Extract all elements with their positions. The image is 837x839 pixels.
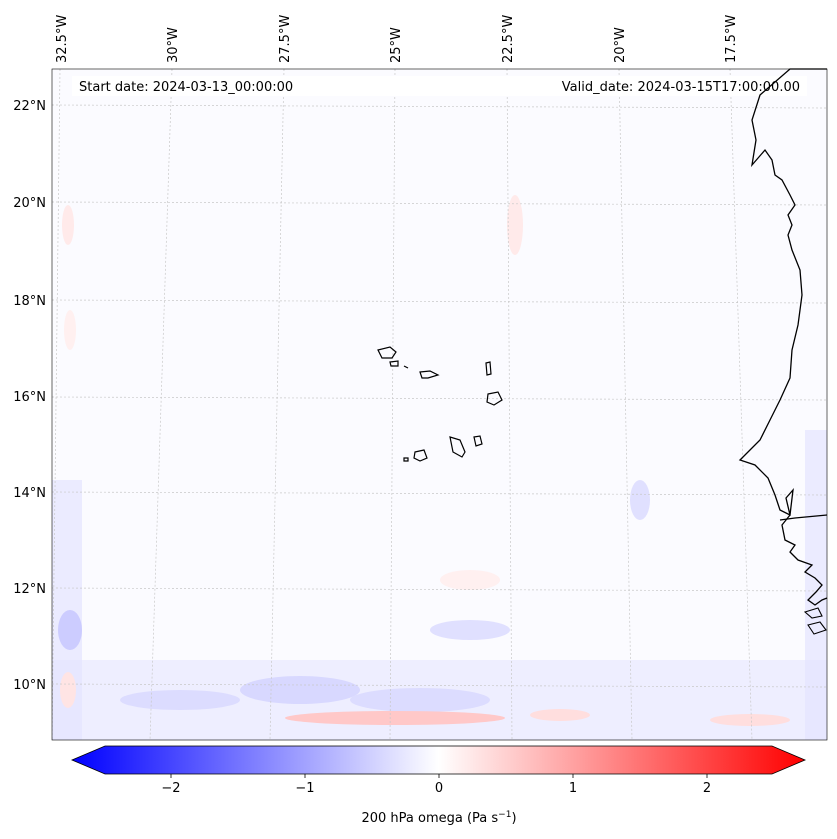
- longitude-labels: 32.5°W 30°W 27.5°W 25°W 22.5°W 20°W 17.5…: [55, 15, 739, 63]
- coastal-island: [807, 621, 827, 635]
- omega-field: [52, 195, 827, 740]
- island-santa-luzia: [403, 365, 409, 369]
- gambia-river: [779, 514, 828, 521]
- latitude-labels: 22°N 20°N 18°N 16°N 14°N 12°N 10°N: [13, 99, 46, 693]
- colorbar: −2 −1 0 1 2 200 hPa omega (Pa s−1): [70, 745, 807, 826]
- colorbar-ticks: [170, 774, 708, 778]
- island-sao-vicente: [389, 360, 399, 367]
- bijagos-island: [803, 607, 823, 619]
- lat-label-22n: 22°N: [13, 99, 46, 114]
- lon-label-22-5w: 22.5°W: [501, 15, 516, 63]
- lat-label-14n: 14°N: [13, 486, 46, 501]
- lat-label-10n: 10°N: [13, 678, 46, 693]
- lat-label-16n: 16°N: [13, 390, 46, 405]
- lon-label-32-5w: 32.5°W: [55, 15, 70, 63]
- map-panel: Start date: 2024-03-13_00:00:00 Valid_da…: [51, 68, 828, 741]
- colorbar-tick-neg2: −2: [161, 781, 180, 796]
- date-header-band: [72, 76, 807, 96]
- map-frame: [51, 68, 828, 741]
- island-sal: [485, 361, 492, 376]
- lon-label-27-5w: 27.5°W: [278, 15, 293, 63]
- valid-date-text: Valid_date: 2024-03-15T17:00:00.00: [562, 80, 800, 95]
- island-santiago: [449, 436, 466, 458]
- island-sao-nicolau: [419, 370, 440, 379]
- start-date-text: Start date: 2024-03-13_00:00:00: [79, 80, 293, 95]
- island-maio: [473, 435, 483, 447]
- island-santo-antao: [377, 346, 397, 359]
- lon-label-30w: 30°W: [166, 27, 181, 63]
- island-fogo: [413, 449, 428, 462]
- colorbar-bar: [70, 745, 807, 775]
- graticule: [52, 69, 827, 740]
- island-boa-vista: [486, 391, 503, 406]
- lat-label-12n: 12°N: [13, 582, 46, 597]
- cape-verde-islands: [377, 346, 503, 462]
- colorbar-tick-2: 2: [703, 781, 711, 796]
- lon-label-25w: 25°W: [389, 27, 404, 63]
- colorbar-label: 200 hPa omega (Pa s−1): [361, 810, 516, 826]
- map-background: [52, 69, 827, 740]
- lat-label-18n: 18°N: [13, 294, 46, 309]
- lon-label-17-5w: 17.5°W: [724, 15, 739, 63]
- africa-coastline: [738, 68, 828, 606]
- island-brava: [403, 457, 409, 462]
- lon-label-20w: 20°W: [613, 27, 628, 63]
- colorbar-tick-1: 1: [569, 781, 577, 796]
- colorbar-tick-neg1: −1: [295, 781, 314, 796]
- lat-label-20n: 20°N: [13, 196, 46, 211]
- colorbar-tick-0: 0: [435, 781, 443, 796]
